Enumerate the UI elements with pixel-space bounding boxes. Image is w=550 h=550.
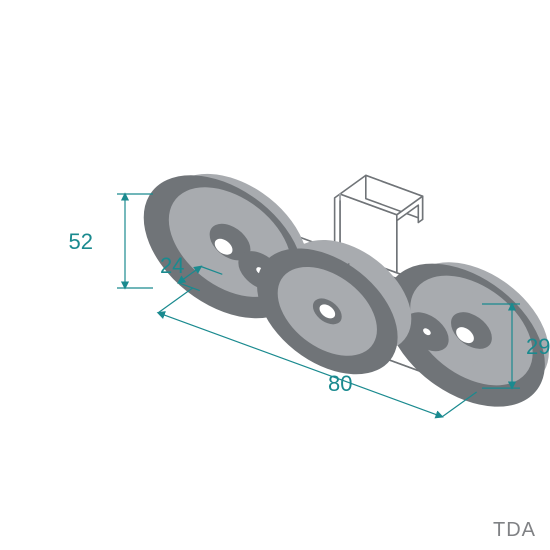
dimension-label: 29: [526, 334, 550, 359]
technical-drawing: 52 29 80 24: [0, 0, 550, 550]
brand-logo: TDA: [493, 519, 536, 542]
brand-text: TDA: [493, 519, 536, 541]
dimension-label: 80: [328, 371, 352, 396]
dimension-label: 24: [160, 253, 184, 278]
dimension-label: 52: [69, 229, 93, 254]
part: [179, 175, 522, 392]
